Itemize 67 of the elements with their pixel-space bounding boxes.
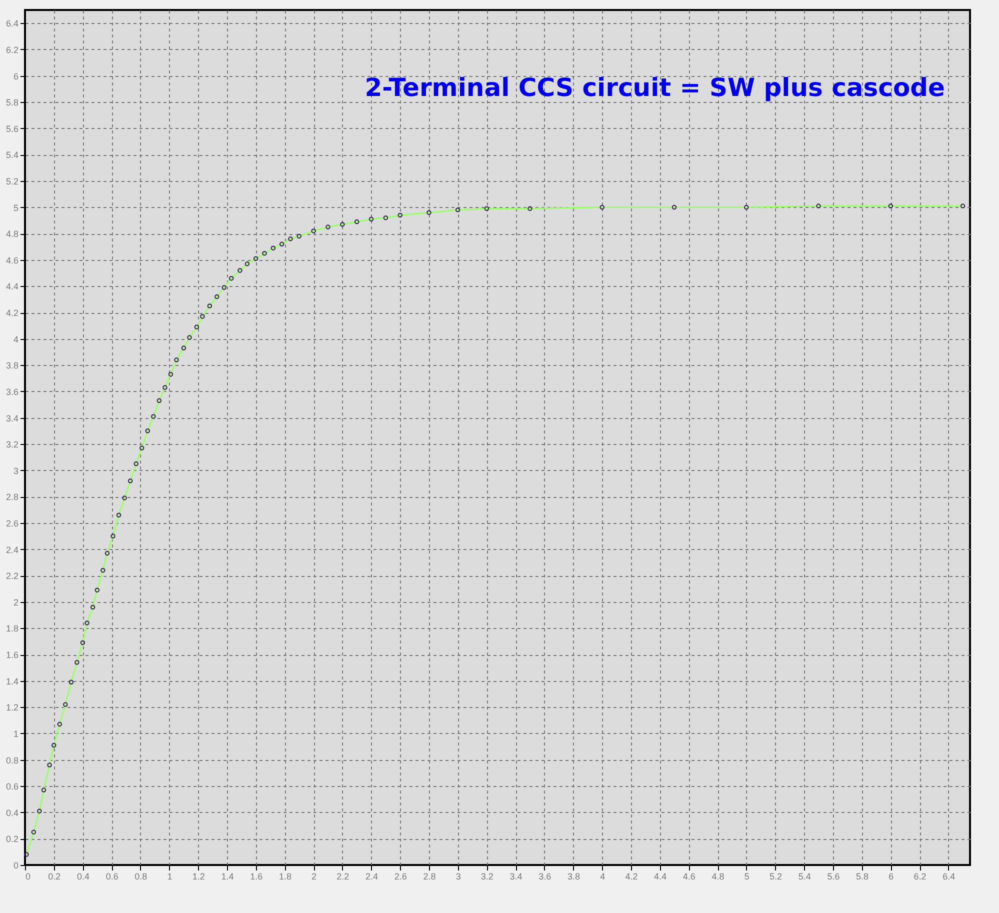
x-tick-label: 0.2 xyxy=(48,872,61,882)
y-tick-label: 4 xyxy=(13,334,18,344)
x-tick-label: 0 xyxy=(26,872,31,882)
y-tick-label: 1.6 xyxy=(6,650,18,660)
x-tick-label: 3.8 xyxy=(567,872,580,882)
y-tick-label: 0.8 xyxy=(6,755,18,766)
y-tick-label: 6.4 xyxy=(6,18,18,29)
x-tick-label: 5.8 xyxy=(856,872,869,882)
x-tick-label: 5.6 xyxy=(827,872,840,882)
y-tick-label: 3 xyxy=(13,466,18,476)
y-tick-label: 4.4 xyxy=(6,282,18,292)
y-tick-label: 0.6 xyxy=(6,782,18,792)
y-tick-label: 2.2 xyxy=(6,571,18,582)
y-tick-label: 0 xyxy=(13,860,18,870)
y-tick-label: 0.2 xyxy=(6,834,18,844)
y-tick-label: 0.4 xyxy=(6,808,18,818)
x-tick-label: 3.2 xyxy=(480,872,494,882)
y-tick-label: 2.4 xyxy=(6,544,18,555)
y-tick-label: 5.6 xyxy=(6,124,18,134)
y-tick-label: 5 xyxy=(13,202,18,213)
y-tick-label: 3.2 xyxy=(6,440,18,450)
y-tick-label: 4.8 xyxy=(6,229,18,240)
y-tick-label: 5.8 xyxy=(6,98,18,108)
x-tick-label: 6.2 xyxy=(914,872,926,882)
x-tick-label: 1.4 xyxy=(221,872,234,882)
y-tick-label: 2.8 xyxy=(6,492,18,502)
x-tick-label: 1.8 xyxy=(278,872,292,882)
text: 2-Terminal CCS circuit = SW plus cascode xyxy=(364,73,945,102)
x-tick-label: 4.2 xyxy=(625,872,638,882)
x-tick-label: 2.6 xyxy=(394,872,407,882)
y-tick-label: 3.4 xyxy=(6,413,18,424)
x-tick-label: 4.4 xyxy=(654,872,667,882)
y-tick-label: 3.6 xyxy=(6,386,18,397)
x-tick-label: 4 xyxy=(600,872,606,882)
x-tick-label: 4.6 xyxy=(682,872,696,882)
y-tick-label: 4.6 xyxy=(6,255,18,266)
y-tick-label: 1.4 xyxy=(6,676,18,686)
x-tick-label: 6.4 xyxy=(942,872,956,882)
y-tick-label: 4.2 xyxy=(6,308,18,318)
x-tick-label: 0.6 xyxy=(106,872,118,882)
x-tick-label: 5.4 xyxy=(798,872,811,882)
y-tick-label: 1.8 xyxy=(6,624,18,634)
y-tick-label: 5.4 xyxy=(6,150,18,160)
x-tick-label: 4.8 xyxy=(712,872,724,882)
x-tick-label: 0.8 xyxy=(134,872,148,882)
y-tick-label: 1 xyxy=(13,728,18,739)
x-tick-label: 6 xyxy=(888,872,894,882)
x-tick-label: 1 xyxy=(167,872,172,882)
y-tick-label: 5.2 xyxy=(6,176,18,186)
y-tick-label: 6.2 xyxy=(6,44,18,55)
y-tick-label: 1.2 xyxy=(6,702,18,713)
x-tick-label: 3.6 xyxy=(538,872,552,882)
x-tick-label: 0.4 xyxy=(76,872,90,882)
y-tick-label: 3.8 xyxy=(6,360,18,371)
x-tick-label: 1.6 xyxy=(250,872,263,882)
x-tick-label: 3.4 xyxy=(510,872,522,882)
x-tick-label: 3 xyxy=(456,872,461,882)
x-tick-label: 2 xyxy=(312,872,317,882)
x-tick-label: 2.8 xyxy=(423,872,436,882)
y-tick-label: 2.6 xyxy=(6,518,18,528)
y-tick-label: 6 xyxy=(13,71,18,82)
y-tick-label: 2 xyxy=(13,597,18,608)
x-tick-label: 1.2 xyxy=(192,872,205,882)
x-tick-label: 5 xyxy=(744,872,750,882)
x-tick-label: 2.4 xyxy=(366,872,378,882)
x-tick-label: 5.2 xyxy=(769,872,782,882)
x-tick-label: 2.2 xyxy=(336,872,350,882)
